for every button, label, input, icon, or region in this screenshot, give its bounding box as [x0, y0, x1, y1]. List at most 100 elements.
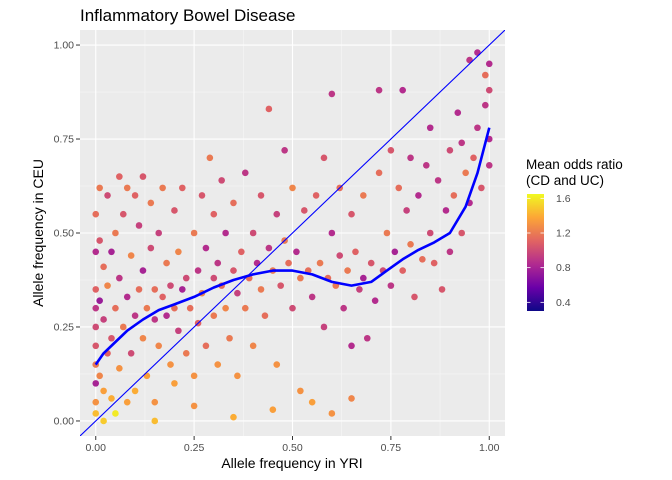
data-point: [293, 248, 300, 256]
data-point: [348, 342, 355, 350]
chart-title: Inflammatory Bowel Disease: [80, 6, 295, 25]
x-tick-label: 0.00: [86, 442, 107, 454]
data-point: [430, 259, 438, 267]
data-point: [100, 387, 107, 395]
data-point: [92, 398, 100, 406]
x-tick-label: 0.50: [282, 442, 303, 454]
data-point: [387, 146, 395, 154]
data-point: [454, 109, 462, 117]
data-point: [112, 410, 119, 417]
data-point: [399, 86, 406, 94]
data-point: [446, 248, 454, 256]
data-point: [92, 304, 100, 312]
data-point: [395, 184, 403, 192]
data-point: [127, 252, 135, 259]
data-point: [151, 417, 159, 425]
data-point: [210, 274, 218, 282]
data-point: [442, 207, 450, 214]
data-point: [297, 387, 304, 395]
data-point: [277, 282, 284, 289]
data-point: [407, 154, 414, 162]
data-point: [419, 256, 426, 263]
data-point: [320, 323, 328, 331]
data-point: [214, 259, 222, 267]
data-point: [281, 146, 288, 154]
data-point: [328, 410, 336, 417]
data-point: [426, 229, 434, 237]
y-tick-label: 0.00: [54, 415, 75, 427]
data-point: [163, 259, 170, 267]
data-point: [139, 173, 147, 180]
data-point: [159, 184, 166, 192]
x-tick-label: 0.25: [184, 442, 205, 454]
data-point: [434, 177, 442, 184]
data-point: [356, 286, 363, 293]
data-point: [399, 267, 406, 274]
data-point: [485, 60, 493, 68]
legend-label: 0.4: [556, 297, 571, 309]
data-point: [151, 286, 159, 293]
data-point: [340, 304, 347, 312]
data-point: [155, 229, 163, 237]
data-point: [147, 244, 155, 252]
data-point: [108, 334, 115, 342]
x-axis-title: Allele frequency in YRI: [221, 455, 362, 471]
data-point: [163, 312, 170, 320]
data-point: [92, 210, 100, 218]
data-point: [261, 312, 269, 320]
data-point: [171, 380, 178, 387]
y-tick-label: 1.00: [54, 40, 75, 52]
data-point: [159, 293, 166, 301]
data-point: [273, 210, 281, 218]
data-point: [352, 248, 359, 256]
data-point: [375, 169, 383, 177]
data-point: [391, 248, 399, 256]
data-point: [194, 267, 202, 274]
data-point: [249, 229, 257, 237]
x-tick-label: 1.00: [479, 442, 500, 454]
data-point: [316, 259, 324, 267]
data-point: [285, 259, 292, 267]
data-point: [100, 417, 107, 425]
data-point: [112, 229, 119, 237]
data-point: [135, 286, 143, 293]
x-axis: 0.00 0.25 0.50 0.75 1.00: [86, 436, 500, 454]
data-point: [171, 304, 178, 312]
data-point: [257, 286, 265, 293]
data-point: [206, 154, 214, 162]
smooth-curve: [94, 127, 491, 366]
data-point: [131, 192, 139, 199]
data-point: [127, 349, 135, 357]
fit-lines: [80, 30, 505, 436]
data-point: [202, 244, 210, 252]
data-point: [336, 252, 344, 259]
data-point: [116, 173, 123, 180]
data-point: [135, 222, 143, 229]
y-axis: 0.00 0.25 0.50 0.75 1.00: [54, 40, 80, 427]
data-point: [175, 327, 182, 335]
data-point: [222, 304, 229, 312]
data-point: [257, 192, 265, 199]
data-point: [190, 229, 198, 237]
data-point: [182, 349, 190, 357]
data-point: [151, 316, 159, 323]
data-point: [143, 304, 151, 312]
data-point: [485, 86, 493, 94]
data-point: [210, 210, 218, 218]
legend: Mean odds ratio(CD and UC) 0.4 0.8 1.2 1.6: [526, 157, 623, 311]
data-point: [411, 293, 418, 301]
data-point: [123, 184, 131, 192]
data-point: [108, 248, 115, 256]
data-point: [328, 229, 336, 237]
data-point: [104, 192, 111, 199]
data-point: [360, 274, 367, 282]
data-point: [328, 90, 336, 98]
data-point: [312, 192, 320, 199]
data-point: [367, 259, 375, 267]
data-point: [182, 274, 190, 282]
data-point: [210, 312, 218, 320]
data-point: [241, 304, 249, 312]
data-point: [214, 361, 222, 368]
data-point: [348, 210, 355, 218]
